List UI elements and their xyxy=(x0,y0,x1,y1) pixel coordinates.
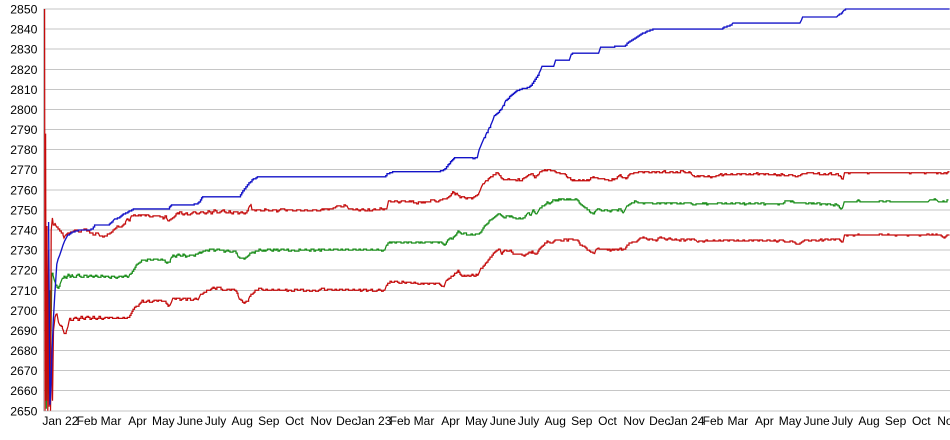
svg-text:June: June xyxy=(804,414,830,428)
svg-text:2680: 2680 xyxy=(10,344,37,358)
svg-text:June: June xyxy=(177,414,203,428)
svg-text:Sep: Sep xyxy=(885,414,907,428)
svg-text:2730: 2730 xyxy=(10,244,37,258)
svg-text:2770: 2770 xyxy=(10,163,37,177)
svg-text:2780: 2780 xyxy=(10,143,37,157)
svg-text:2700: 2700 xyxy=(10,304,37,318)
svg-text:July: July xyxy=(518,414,539,428)
svg-text:Aug: Aug xyxy=(232,414,253,428)
svg-text:Oct: Oct xyxy=(285,414,304,428)
svg-text:2800: 2800 xyxy=(10,103,37,117)
svg-text:2850: 2850 xyxy=(10,3,37,17)
svg-text:Mar: Mar xyxy=(414,414,435,428)
svg-text:2740: 2740 xyxy=(10,224,37,238)
svg-text:2690: 2690 xyxy=(10,324,37,338)
svg-text:Feb: Feb xyxy=(703,414,724,428)
svg-text:June: June xyxy=(490,414,516,428)
svg-text:Apr: Apr xyxy=(128,414,147,428)
svg-text:May: May xyxy=(779,414,802,428)
svg-text:2670: 2670 xyxy=(10,364,37,378)
svg-text:Aug: Aug xyxy=(858,414,879,428)
svg-text:Mar: Mar xyxy=(101,414,122,428)
svg-text:Apr: Apr xyxy=(755,414,774,428)
svg-text:Apr: Apr xyxy=(441,414,460,428)
svg-text:2790: 2790 xyxy=(10,123,37,137)
svg-text:July: July xyxy=(832,414,853,428)
svg-text:Mar: Mar xyxy=(727,414,748,428)
svg-text:Feb: Feb xyxy=(77,414,98,428)
svg-text:2840: 2840 xyxy=(10,23,37,37)
svg-text:2820: 2820 xyxy=(10,63,37,77)
svg-text:Nov: Nov xyxy=(937,414,950,428)
svg-text:Dec: Dec xyxy=(649,414,670,428)
svg-text:2660: 2660 xyxy=(10,384,37,398)
svg-text:July: July xyxy=(205,414,226,428)
svg-text:May: May xyxy=(152,414,175,428)
svg-text:Dec: Dec xyxy=(336,414,357,428)
svg-text:Nov: Nov xyxy=(623,414,644,428)
svg-text:Jan 24: Jan 24 xyxy=(668,414,704,428)
svg-text:May: May xyxy=(465,414,488,428)
svg-text:2710: 2710 xyxy=(10,284,37,298)
svg-text:Sep: Sep xyxy=(571,414,593,428)
svg-text:Oct: Oct xyxy=(912,414,931,428)
svg-text:Aug: Aug xyxy=(545,414,566,428)
svg-text:2830: 2830 xyxy=(10,43,37,57)
svg-text:2720: 2720 xyxy=(10,264,37,278)
svg-text:2650: 2650 xyxy=(10,404,37,418)
svg-text:Jan 23: Jan 23 xyxy=(355,414,391,428)
svg-text:2750: 2750 xyxy=(10,203,37,217)
svg-text:Oct: Oct xyxy=(598,414,617,428)
svg-text:Jan 22: Jan 22 xyxy=(42,414,78,428)
svg-text:2760: 2760 xyxy=(10,183,37,197)
svg-text:Sep: Sep xyxy=(258,414,280,428)
svg-text:2810: 2810 xyxy=(10,83,37,97)
svg-text:Nov: Nov xyxy=(310,414,331,428)
svg-text:Feb: Feb xyxy=(390,414,411,428)
